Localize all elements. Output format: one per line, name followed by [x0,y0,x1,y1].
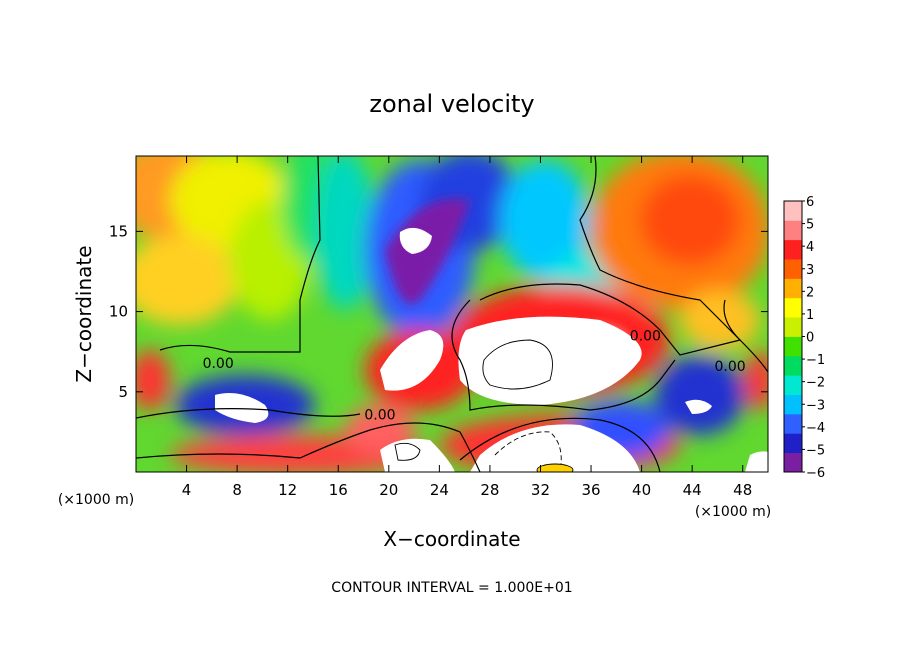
colorbar-swatch [784,394,802,415]
colorbar-tick-label: −3 [806,398,825,413]
plot-frame [135,155,769,473]
x-tick-label: 48 [733,481,752,499]
x-axis-ticks: 4 8 12 16 20 24 28 32 36 40 44 48 [182,156,752,499]
chart-title: zonal velocity [369,90,534,118]
colorbar-swatch [784,317,802,337]
x-tick-label: 12 [278,481,297,499]
colorbar-tick-label: 6 [806,195,814,210]
x-tick-label: 24 [430,481,449,499]
x-tick-label: 16 [329,481,348,499]
colorbar-tick-label: −6 [806,466,825,481]
contour-label: 0.00 [203,356,234,372]
y-tick-label: 15 [109,222,128,240]
x-tick-label: 40 [632,481,651,499]
colorbar-swatch [784,239,802,260]
colorbar-swatch [784,201,802,221]
x-tick-label: 28 [480,481,499,499]
colorbar [783,200,803,473]
colorbar-swatch [784,259,802,279]
colorbar-tick-label: 1 [806,308,814,323]
colorbar-swatch [784,297,802,318]
y-axis-unit: (×1000 m) [58,492,134,508]
contour-label: 0.00 [630,329,661,345]
x-axis-unit: (×1000 m) [695,504,771,520]
x-tick-label: 8 [232,481,242,499]
colorbar-swatch [784,433,802,454]
contour-labels: 0.00 0.00 0.00 0.00 [203,329,746,424]
heatmap-field [136,156,768,472]
colorbar-swatch [784,278,802,299]
y-tick-label: 10 [109,303,128,321]
colorbar-tick-label: −5 [806,443,825,458]
x-tick-label: 20 [379,481,398,499]
colorbar-swatch [784,413,802,434]
contour-label: 0.00 [364,407,395,423]
y-tick-label: 5 [118,383,128,401]
colorbar-tick-label: −2 [806,376,825,391]
colorbar-tick-label: 2 [806,285,814,300]
colorbar-tick-label: 5 [806,218,814,233]
colorbar-swatch [784,336,802,357]
contour-interval-note: CONTOUR INTERVAL = 1.000E+01 [331,580,572,596]
colorbar-swatch [784,220,802,241]
colorbar-swatch [784,375,802,395]
x-tick-label: 4 [182,481,192,499]
colorbar-tick-label: 4 [806,240,814,255]
contour-label: 0.00 [714,359,745,375]
colorbar-ticks: 6 5 4 3 2 1 0 −1 −2 −3 −4 −5 −6 [802,195,825,481]
colorbar-swatch [784,452,802,473]
colorbar-tick-label: 0 [806,331,814,346]
x-axis-label: X−coordinate [383,527,520,551]
colorbar-tick-label: 3 [806,263,814,278]
colorbar-tick-label: −4 [806,421,825,436]
y-axis-label: Z−coordinate [72,245,96,382]
colorbar-tick-label: −1 [806,353,825,368]
colorbar-swatch [784,355,802,376]
x-tick-label: 44 [683,481,702,499]
x-tick-label: 36 [581,481,600,499]
y-axis-ticks: 5 10 15 [109,222,768,401]
x-tick-label: 32 [531,481,550,499]
